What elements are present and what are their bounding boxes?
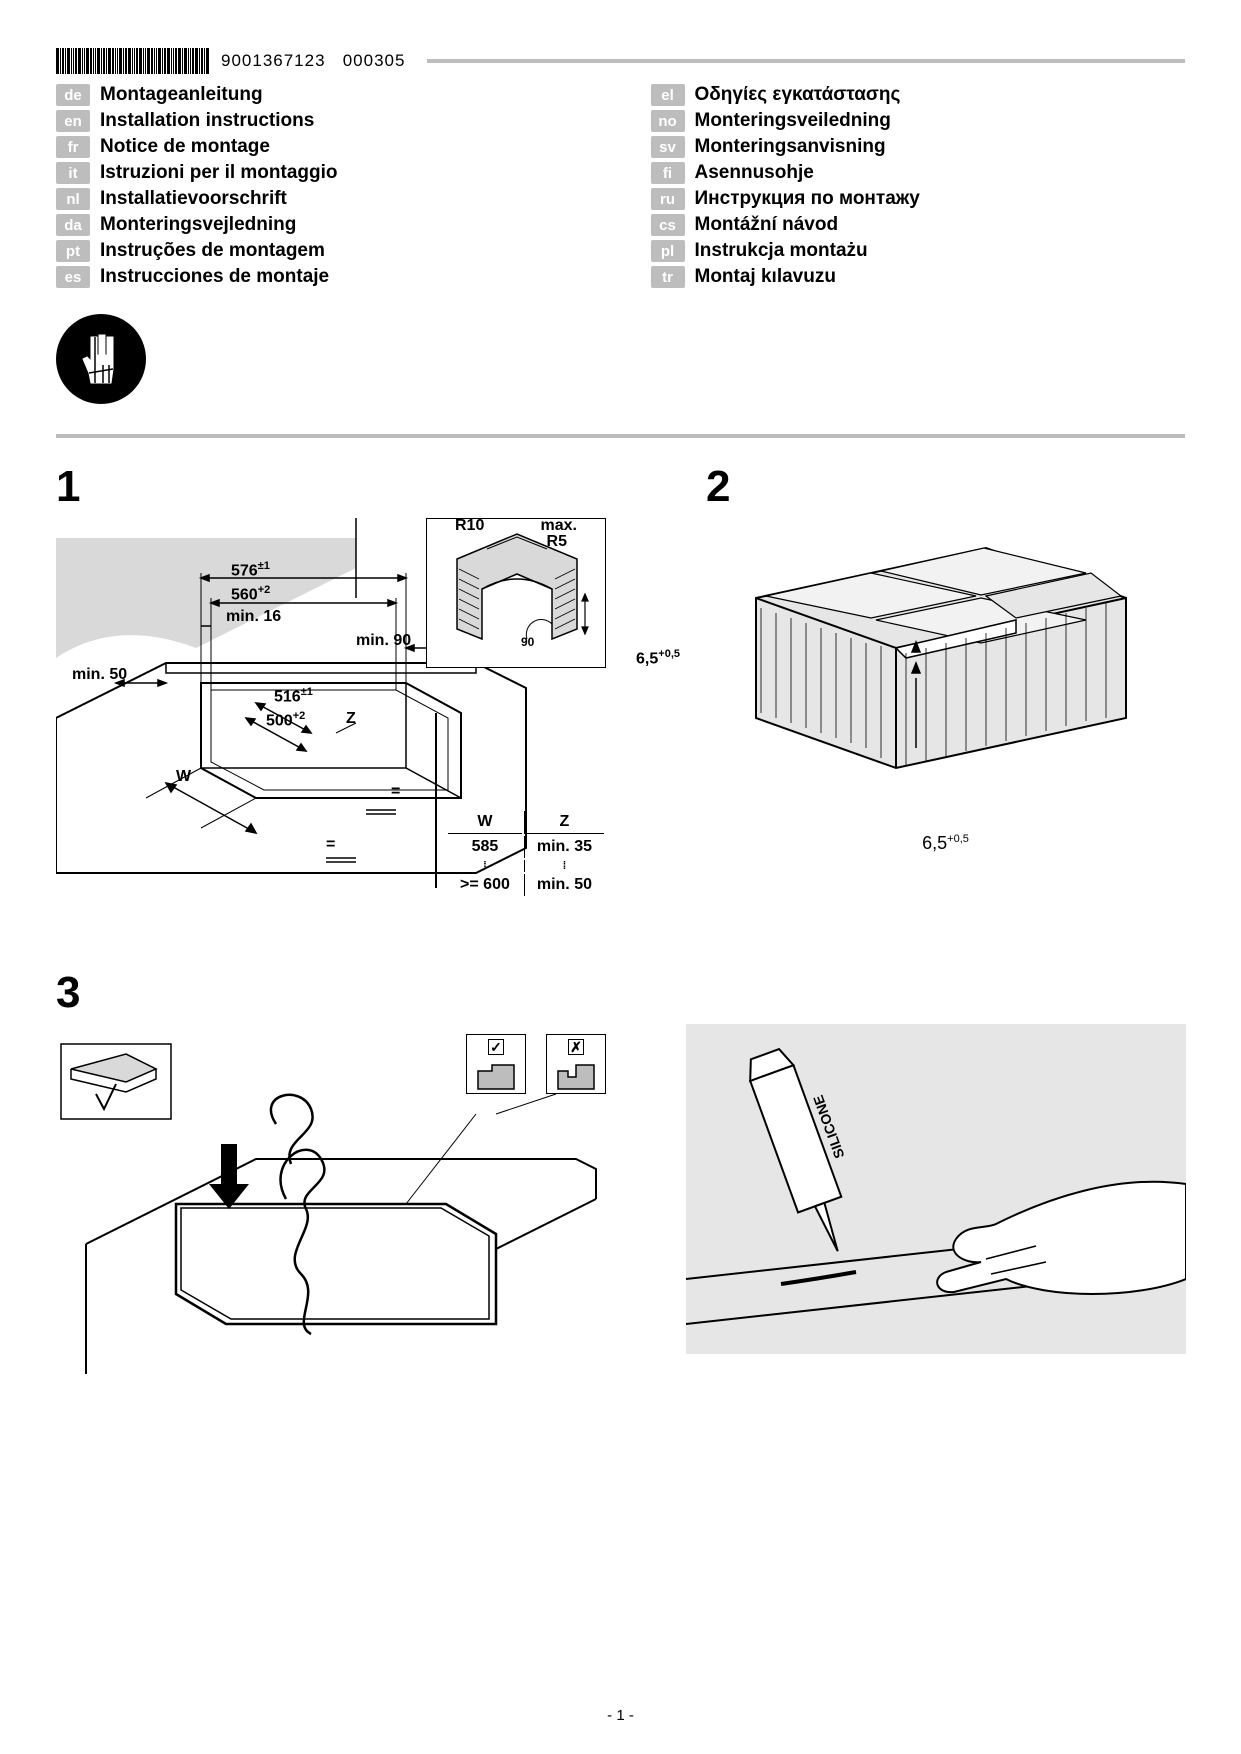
lang-label: Instrukcja montażu: [695, 240, 868, 262]
check-icon: ✓: [488, 1039, 504, 1055]
lang-code: it: [56, 162, 90, 184]
lang-label: Notice de montage: [100, 136, 270, 158]
table-header: Z: [524, 811, 604, 834]
lang-label: Asennusohje: [695, 162, 814, 184]
lang-label: Инструкция по монтажу: [695, 188, 920, 210]
lang-code: es: [56, 266, 90, 288]
lang-code: sv: [651, 136, 685, 158]
lang-code: el: [651, 84, 685, 106]
lang-label: Instrucciones de montaje: [100, 266, 329, 288]
table-cell: ⁞: [524, 860, 604, 872]
dim-label: =: [326, 836, 335, 854]
lang-code: pl: [651, 240, 685, 262]
glove-safety-icon: [56, 314, 146, 404]
figure-number: 3: [56, 968, 1185, 1018]
table-cell: ⁞: [448, 860, 522, 872]
header-rule: [427, 59, 1185, 63]
dim-label: W: [176, 768, 191, 786]
lang-code: no: [651, 110, 685, 132]
lang-label: Monteringsveiledning: [695, 110, 891, 132]
lang-code: nl: [56, 188, 90, 210]
table-cell: >= 600: [448, 874, 522, 896]
dim-label: 6,5+0,5: [636, 648, 680, 668]
lang-code: fi: [651, 162, 685, 184]
lang-label: Montážní návod: [695, 214, 839, 236]
lang-label: Οδηγίες εγκατάστασης: [695, 84, 901, 106]
figure-2-diagram: 6,5+0,5: [706, 518, 1185, 854]
lang-label: Monteringsanvisning: [695, 136, 886, 158]
lang-code: de: [56, 84, 90, 106]
dim-label: Z: [346, 710, 356, 728]
document-id: 9001367123 000305: [221, 51, 405, 71]
dim-label: 6,5+0,5: [706, 833, 1185, 854]
inset-corner-detail: R10 max. R5 90: [426, 518, 606, 668]
table-cell: min. 50: [524, 874, 604, 896]
dim-label: 500+2: [266, 710, 305, 730]
dim-label: 576±1: [231, 560, 270, 580]
figure-3-left-diagram: ✓ ✗: [56, 1024, 656, 1389]
lang-label: Istruzioni per il montaggio: [100, 162, 338, 184]
cross-icon: ✗: [568, 1039, 584, 1055]
correct-profile-box: ✓: [466, 1034, 526, 1094]
lang-code: da: [56, 214, 90, 236]
dim-label: min. 16: [226, 608, 281, 626]
table-cell: 585: [448, 836, 522, 858]
figure-3-right-diagram: SILICONE: [686, 1024, 1185, 1354]
lang-code: fr: [56, 136, 90, 158]
wrong-profile-box: ✗: [546, 1034, 606, 1094]
lang-code: pt: [56, 240, 90, 262]
lang-label: Installation instructions: [100, 110, 314, 132]
lang-code: en: [56, 110, 90, 132]
dim-label: 516±1: [274, 686, 313, 706]
dim-label: min. 90: [356, 632, 411, 650]
barcode: [56, 48, 209, 74]
lang-label: Installatievoorschrift: [100, 188, 287, 210]
lang-label: Montageanleitung: [100, 84, 263, 106]
dim-label: 560+2: [231, 584, 270, 604]
lang-label: Montaj kılavuzu: [695, 266, 836, 288]
page-number: - 1 -: [0, 1707, 1241, 1724]
dim-label: 90: [521, 635, 534, 649]
dim-label: R10: [455, 517, 484, 535]
lang-code: cs: [651, 214, 685, 236]
lang-code: tr: [651, 266, 685, 288]
figure-1-diagram: R10 max. R5 90 6,5+0,5 576±1 560+2 min. …: [56, 518, 676, 908]
table-cell: min. 35: [524, 836, 604, 858]
wz-table: WZ 585min. 35 ⁞⁞ >= 600min. 50: [446, 809, 606, 898]
dim-label: R5: [547, 533, 567, 551]
figure-number: 2: [706, 462, 1185, 512]
dim-label: min. 50: [72, 666, 127, 684]
document-header: 9001367123 000305: [56, 48, 1185, 74]
section-divider: [56, 434, 1185, 438]
figure-number: 1: [56, 462, 676, 512]
lang-label: Monteringsvejledning: [100, 214, 296, 236]
dim-label: =: [391, 783, 400, 801]
language-list: de Montageanleitung en Installation instru…: [56, 84, 1185, 292]
lang-label: Instruções de montagem: [100, 240, 325, 262]
table-header: W: [448, 811, 522, 834]
lang-code: ru: [651, 188, 685, 210]
